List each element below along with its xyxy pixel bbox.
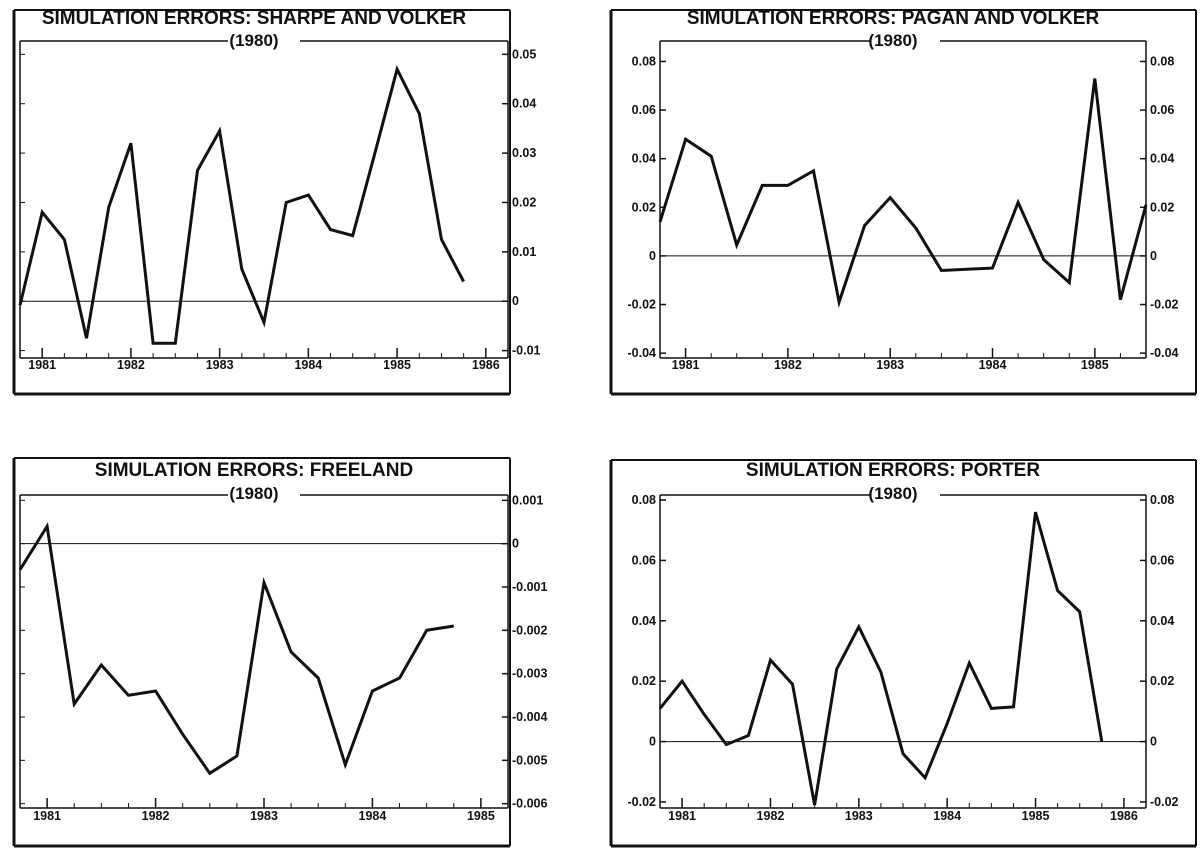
x-tick-label: 1983 bbox=[250, 809, 278, 823]
x-tick-label: 1985 bbox=[467, 809, 495, 823]
y-right-tick-label: 0.06 bbox=[1150, 553, 1174, 567]
x-tick-label: 1981 bbox=[668, 809, 696, 823]
y-right-tick-label: 0.08 bbox=[1150, 493, 1174, 507]
chart-title: SIMULATION ERRORS: SHARPE AND VOLKER bbox=[42, 8, 467, 29]
y-right-tick-label: -0.02 bbox=[1150, 795, 1179, 809]
chart-title: SIMULATION ERRORS: FREELAND bbox=[95, 460, 413, 481]
y-right-tick-label: 0 bbox=[512, 537, 519, 551]
y-right-tick-label: 0 bbox=[1150, 249, 1157, 263]
y-right-tick-label: -0.002 bbox=[512, 623, 547, 637]
y-right-tick-label: 0.02 bbox=[512, 195, 536, 209]
y-right-tick-label: 0 bbox=[512, 294, 519, 308]
y-left-tick-label: 0.04 bbox=[632, 152, 656, 166]
y-right-tick-label: -0.006 bbox=[512, 797, 547, 811]
x-tick-label: 1985 bbox=[1022, 809, 1050, 823]
y-right-tick-label: -0.004 bbox=[512, 710, 547, 724]
y-right-tick-label: 0.02 bbox=[1150, 200, 1174, 214]
chart-subtitle: (1980) bbox=[868, 484, 917, 503]
y-right-tick-label: 0.02 bbox=[1150, 674, 1174, 688]
x-tick-label: 1984 bbox=[933, 809, 961, 823]
y-left-tick-label: 0.06 bbox=[632, 553, 656, 567]
x-tick-label: 1982 bbox=[117, 358, 145, 372]
series-line-1 bbox=[18, 64, 465, 345]
series-line-1 bbox=[658, 511, 1104, 806]
y-left-tick-label: 0.06 bbox=[632, 103, 656, 117]
y-right-tick-label: 0.05 bbox=[512, 47, 536, 61]
series-line-1 bbox=[18, 522, 455, 776]
chart-panel-4: SIMULATION ERRORS: PORTER (1980) 1981 1982 1… bbox=[609, 459, 1197, 848]
y-left-tick-label: 0 bbox=[649, 735, 656, 749]
y-left-tick-label: 0.02 bbox=[632, 674, 656, 688]
x-tick-label: 1986 bbox=[1110, 809, 1138, 823]
y-left-tick-label: -0.04 bbox=[628, 346, 657, 360]
y-right-tick-label: -0.001 bbox=[512, 580, 547, 594]
y-right-tick-label: -0.04 bbox=[1150, 346, 1179, 360]
x-tick-label: 1985 bbox=[1081, 358, 1109, 372]
y-right-tick-label: 0.01 bbox=[512, 245, 536, 259]
x-tick-label: 1984 bbox=[359, 809, 387, 823]
x-tick-label: 1982 bbox=[757, 809, 785, 823]
x-tick-label: 1984 bbox=[979, 358, 1007, 372]
y-right-tick-label: 0.03 bbox=[512, 146, 536, 160]
x-tick-label: 1981 bbox=[672, 358, 700, 372]
x-tick-label: 1982 bbox=[774, 358, 802, 372]
y-right-tick-label: -0.02 bbox=[1150, 298, 1179, 312]
x-tick-label: 1983 bbox=[845, 809, 873, 823]
y-right-tick-label: 0.08 bbox=[1150, 54, 1174, 68]
y-right-tick-label: -0.005 bbox=[512, 753, 547, 767]
y-left-tick-label: -0.02 bbox=[628, 298, 657, 312]
y-right-tick-label: -0.003 bbox=[512, 667, 547, 681]
x-tick-label: 1984 bbox=[294, 358, 322, 372]
x-tick-label: 1982 bbox=[142, 809, 170, 823]
x-tick-label: 1983 bbox=[876, 358, 904, 372]
x-tick-label: 1981 bbox=[33, 809, 61, 823]
y-left-tick-label: 0.04 bbox=[632, 614, 656, 628]
y-left-tick-label: 0.02 bbox=[632, 200, 656, 214]
y-right-tick-label: 0.06 bbox=[1150, 103, 1174, 117]
chart-subtitle: (1980) bbox=[868, 31, 917, 50]
x-tick-label: 1985 bbox=[383, 358, 411, 372]
chart-panel-3: SIMULATION ERRORS: FREELAND (1980) 1981 198… bbox=[12, 457, 547, 848]
x-tick-label: 1983 bbox=[206, 358, 234, 372]
y-left-tick-label: 0 bbox=[649, 249, 656, 263]
y-right-tick-label: 0.04 bbox=[1150, 152, 1174, 166]
chart-subtitle: (1980) bbox=[229, 484, 278, 503]
y-right-tick-label: 0.04 bbox=[512, 97, 536, 111]
chart-panel-2: SIMULATION ERRORS: PAGAN AND VOLKER (1980… bbox=[609, 8, 1197, 396]
y-right-tick-label: 0.04 bbox=[1150, 614, 1174, 628]
series-line-1 bbox=[658, 78, 1148, 308]
y-left-tick-label: -0.02 bbox=[628, 795, 657, 809]
chart-title: SIMULATION ERRORS: PORTER bbox=[746, 460, 1040, 481]
y-right-tick-label: -0.01 bbox=[512, 344, 541, 358]
x-tick-label: 1981 bbox=[28, 358, 56, 372]
chart-panel-1: SIMULATION ERRORS: SHARPE AND VOLKER (198… bbox=[12, 8, 541, 396]
chart-title: SIMULATION ERRORS: PAGAN AND VOLKER bbox=[687, 8, 1100, 29]
y-left-tick-label: 0.08 bbox=[632, 54, 656, 68]
y-right-tick-label: 0 bbox=[1150, 735, 1157, 749]
chart-subtitle: (1980) bbox=[229, 31, 278, 50]
y-left-tick-label: 0.08 bbox=[632, 493, 656, 507]
x-tick-label: 1986 bbox=[472, 358, 500, 372]
y-right-tick-label: 0.001 bbox=[512, 493, 543, 507]
